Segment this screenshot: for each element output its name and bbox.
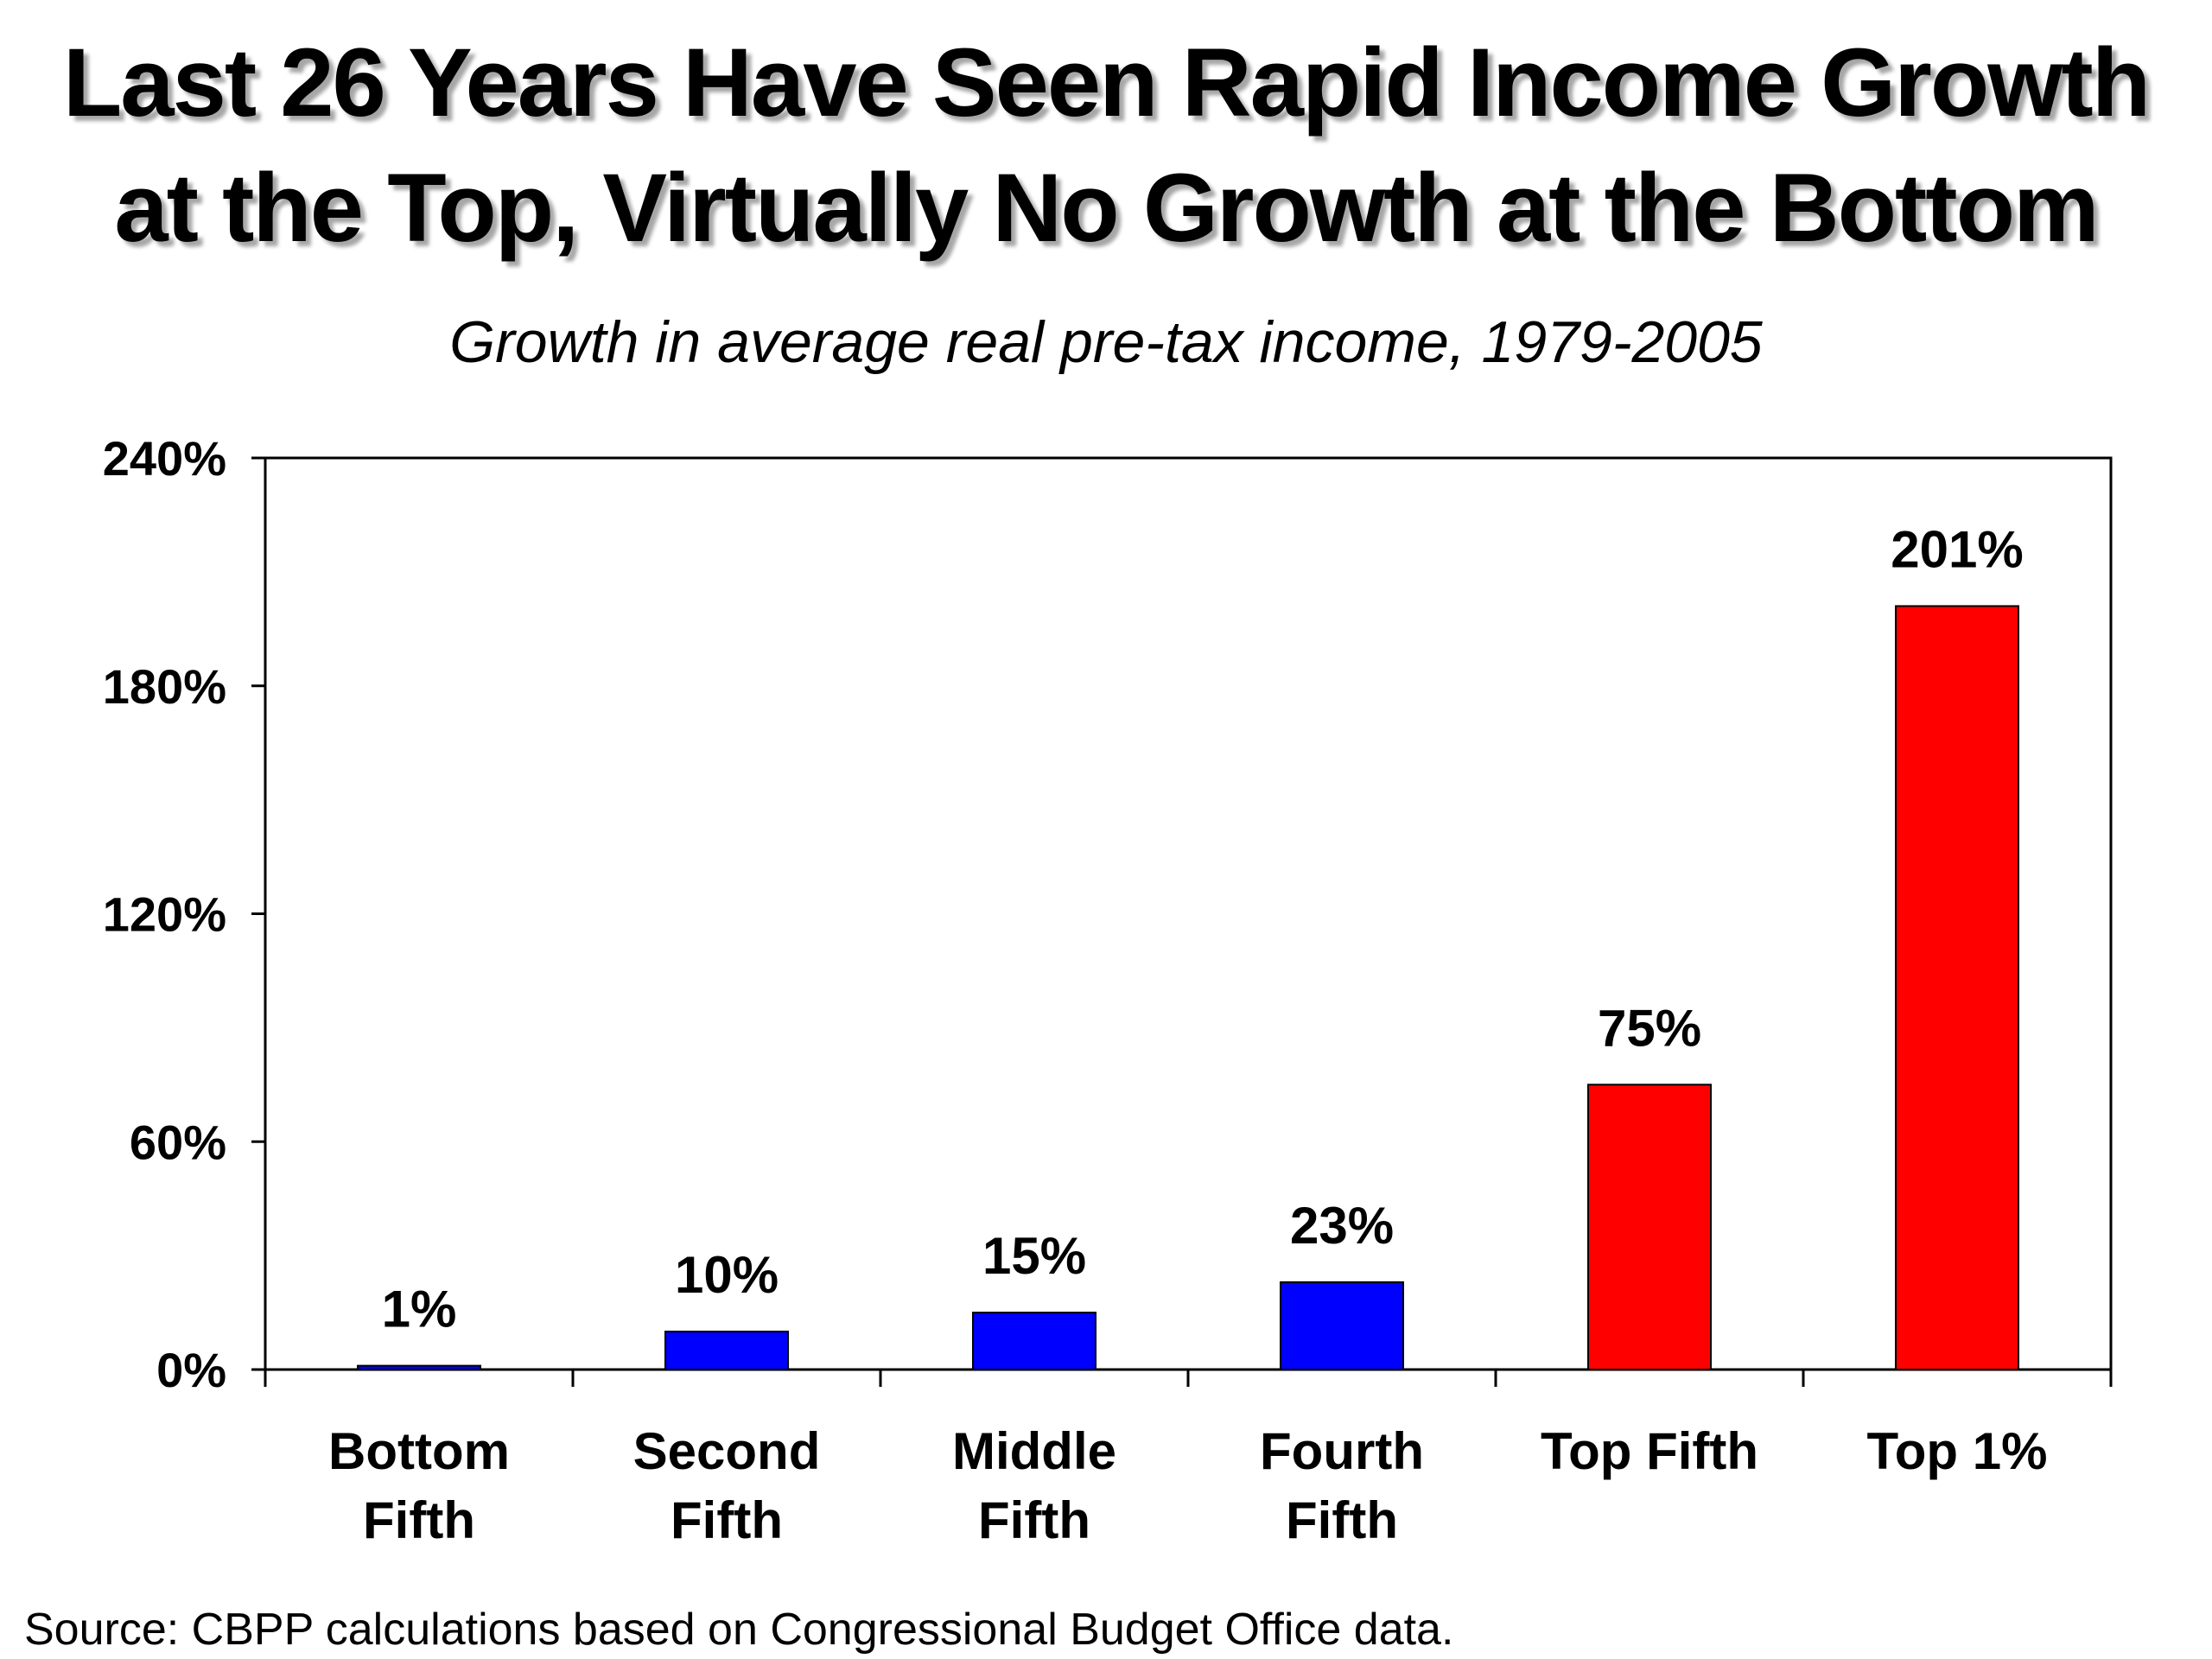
data-label: 10%	[675, 1246, 779, 1304]
source-note: Source: CBPP calculations based on Congr…	[24, 1605, 1454, 1655]
data-label: 23%	[1290, 1197, 1394, 1255]
chart-title-line-1: Last 26 Years Have Seen Rapid Income Gro…	[62, 29, 2151, 137]
bar	[1587, 1084, 1712, 1370]
y-tick-label: 60%	[130, 1115, 226, 1169]
data-label: 1%	[382, 1281, 457, 1338]
y-tick-label: 120%	[103, 887, 226, 942]
y-tick-label: 240%	[103, 431, 226, 486]
chart-subtitle: Growth in average real pre-tax income, 1…	[449, 309, 1763, 375]
y-axis: 0% 60% 120% 180% 240%	[103, 431, 265, 1397]
x-category-label: Bottom	[328, 1422, 510, 1480]
x-category-label: Fifth	[978, 1491, 1090, 1549]
bar	[1895, 605, 2019, 1370]
data-label: 75%	[1598, 999, 1701, 1057]
bar	[664, 1331, 789, 1370]
x-category-label: Fifth	[363, 1491, 475, 1549]
x-category-label: Middle	[952, 1422, 1116, 1480]
x-category-label: Top 1%	[1867, 1422, 2048, 1480]
y-tick-label: 0%	[156, 1343, 226, 1397]
x-category-label: Top Fifth	[1541, 1422, 1758, 1480]
chart-title-line-2: at the Top, Virtually No Growth at the B…	[114, 154, 2099, 262]
bar	[972, 1312, 1096, 1370]
bars	[357, 605, 2019, 1371]
y-tick-label: 180%	[103, 659, 226, 714]
bar	[357, 1364, 481, 1370]
x-category-label: Fifth	[1286, 1491, 1398, 1549]
bar	[1280, 1281, 1404, 1371]
data-label: 15%	[982, 1227, 1086, 1285]
data-label: 201%	[1891, 520, 2023, 578]
x-category-label: Fifth	[671, 1491, 783, 1549]
x-category-label: Fourth	[1260, 1422, 1424, 1480]
x-category-label: Second	[633, 1422, 821, 1480]
plot-area-frame	[264, 456, 2113, 1371]
x-axis: Bottom Fifth Second Fifth Middle Fifth Fourth F…	[264, 1370, 2113, 1549]
data-labels: 1% 10% 15% 23% 75% 201%	[382, 520, 2024, 1338]
